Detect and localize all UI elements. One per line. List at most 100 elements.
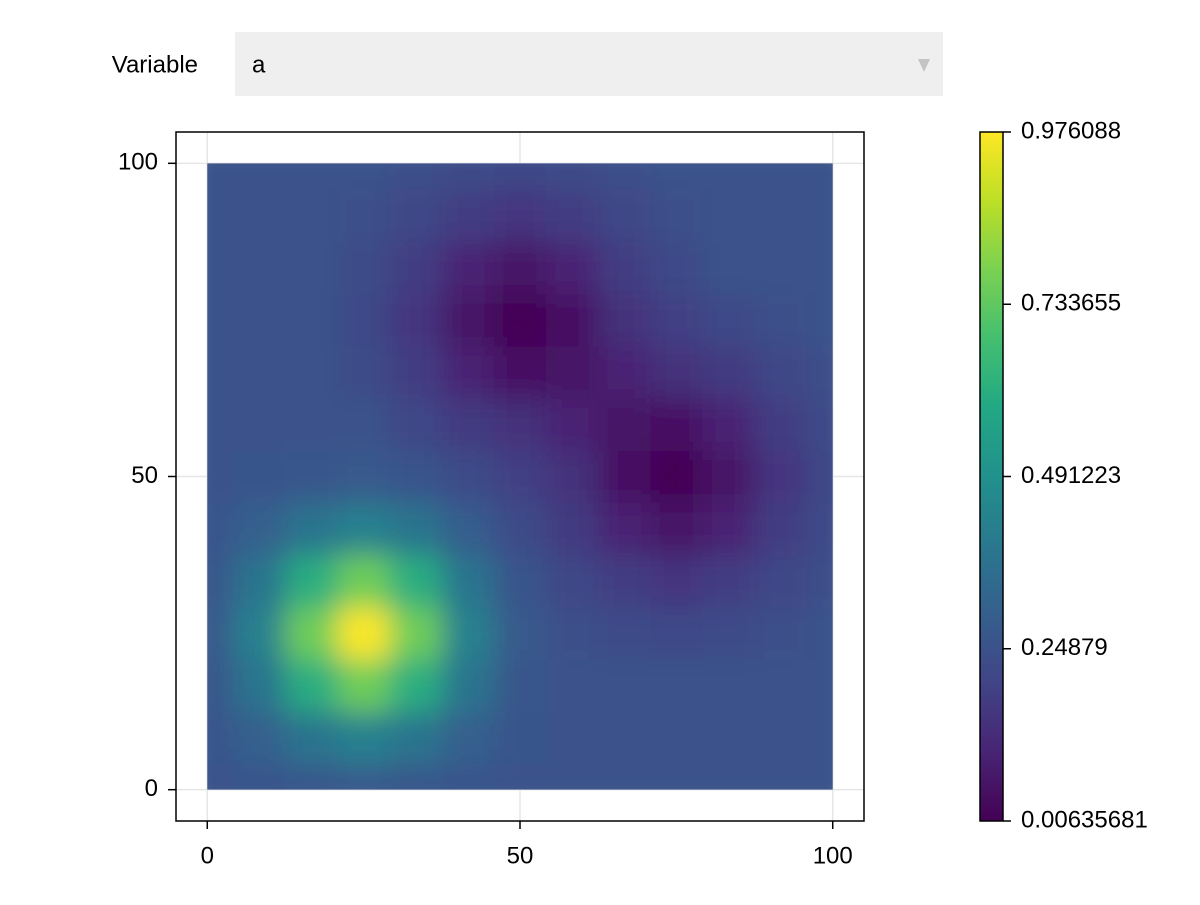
heatmap-cell [493, 450, 547, 504]
heatmap-cell [285, 241, 339, 295]
heatmap-cell [702, 659, 756, 712]
heatmap-cell [441, 607, 495, 660]
heatmap-cell [389, 659, 443, 712]
heatmap-cell [546, 450, 599, 504]
heatmap-cell [702, 163, 756, 190]
heatmap-cell [441, 502, 495, 556]
heatmap-cell [598, 711, 651, 765]
heatmap-cell [702, 763, 756, 790]
heatmap-cell [754, 450, 808, 504]
heatmap-cell [546, 711, 599, 765]
heatmap-cell [806, 659, 833, 712]
dropdown-arrow[interactable] [918, 59, 930, 72]
heatmap-cell [754, 502, 808, 556]
heatmap-cell [441, 554, 495, 608]
heatmap-cell [389, 607, 443, 660]
heatmap-cell [233, 659, 286, 712]
x-tick-label: 50 [507, 842, 534, 869]
heatmap-cell [546, 163, 599, 190]
heatmap-cell [207, 398, 234, 451]
heatmap-cell [441, 398, 495, 451]
heatmap-cell [598, 345, 651, 399]
heatmap-cell [702, 241, 756, 295]
heatmap-cell [441, 711, 495, 765]
heatmap-cell [337, 345, 391, 399]
heatmap-cell [389, 241, 443, 295]
heatmap-cell [702, 711, 756, 765]
dropdown-selected[interactable]: a [252, 51, 266, 78]
y-tick-label: 50 [131, 462, 158, 489]
heatmap-cell [389, 189, 443, 243]
heatmap-cell [702, 450, 756, 504]
dropdown-box[interactable] [235, 32, 943, 96]
heatmap-cell [285, 345, 339, 399]
heatmap-cell [650, 763, 703, 790]
heatmap-cell [207, 189, 234, 243]
heatmap-cell [546, 398, 599, 451]
heatmap-cell [806, 241, 833, 295]
heatmap-cell [233, 763, 286, 790]
heatmap-cell [493, 293, 547, 347]
heatmap-cell [337, 189, 391, 243]
colorbar-tick-label: 0.733655 [1021, 290, 1121, 317]
y-tick-label: 0 [145, 775, 158, 802]
heatmap-cell [285, 293, 339, 347]
heatmap-cell [233, 554, 286, 608]
heatmap [207, 163, 833, 790]
colorbar-tick-label: 0.24879 [1021, 634, 1108, 661]
heatmap-cell [702, 607, 756, 660]
heatmap-cell [285, 450, 339, 504]
heatmap-cell [546, 189, 599, 243]
heatmap-cell [285, 502, 339, 556]
dropdown[interactable]: a [235, 32, 943, 96]
heatmap-cell [337, 293, 391, 347]
menu-label: Variable [112, 51, 198, 78]
heatmap-cell [806, 502, 833, 556]
heatmap-cell [493, 711, 547, 765]
heatmap-cell [285, 607, 339, 660]
heatmap-cell [389, 163, 443, 190]
colorbar-tick-label: 0.491223 [1021, 462, 1121, 489]
heatmap-cell [389, 398, 443, 451]
heatmap-cell [207, 345, 234, 399]
heatmap-cell [702, 293, 756, 347]
heatmap-cell [233, 163, 286, 190]
heatmap-cell [207, 450, 234, 504]
heatmap-cell [233, 711, 286, 765]
heatmap-cell [207, 763, 234, 790]
heatmap-cell [493, 607, 547, 660]
heatmap-cell [702, 502, 756, 556]
heatmap-cell [207, 241, 234, 295]
heatmap-cell [337, 450, 391, 504]
heatmap-cell [546, 345, 599, 399]
heatmap-cell [207, 607, 234, 660]
heatmap-cell [806, 398, 833, 451]
heatmap-cell [441, 763, 495, 790]
heatmap-cell [389, 450, 443, 504]
heatmap-cell [650, 189, 703, 243]
heatmap-cell [493, 659, 547, 712]
heatmap-cell [754, 241, 808, 295]
heatmap-cell [389, 345, 443, 399]
heatmap-cell [285, 711, 339, 765]
heatmap-cell [389, 293, 443, 347]
heatmap-cell [650, 163, 703, 190]
heatmap-cell [650, 345, 703, 399]
heatmap-cell [285, 398, 339, 451]
heatmap-cell [806, 554, 833, 608]
heatmap-cell [207, 163, 234, 190]
heatmap-cell [207, 554, 234, 608]
heatmap-cell [441, 293, 495, 347]
heatmap-cell [337, 502, 391, 556]
heatmap-cell [702, 398, 756, 451]
heatmap-cell [441, 345, 495, 399]
heatmap-cell [441, 189, 495, 243]
heatmap-cell [598, 398, 651, 451]
heatmap-cell [285, 659, 339, 712]
heatmap-cell [285, 554, 339, 608]
heatmap-cell [598, 607, 651, 660]
heatmap-cell [285, 163, 339, 190]
heatmap-cell [233, 241, 286, 295]
heatmap-cell [546, 659, 599, 712]
heatmap-cell [754, 345, 808, 399]
